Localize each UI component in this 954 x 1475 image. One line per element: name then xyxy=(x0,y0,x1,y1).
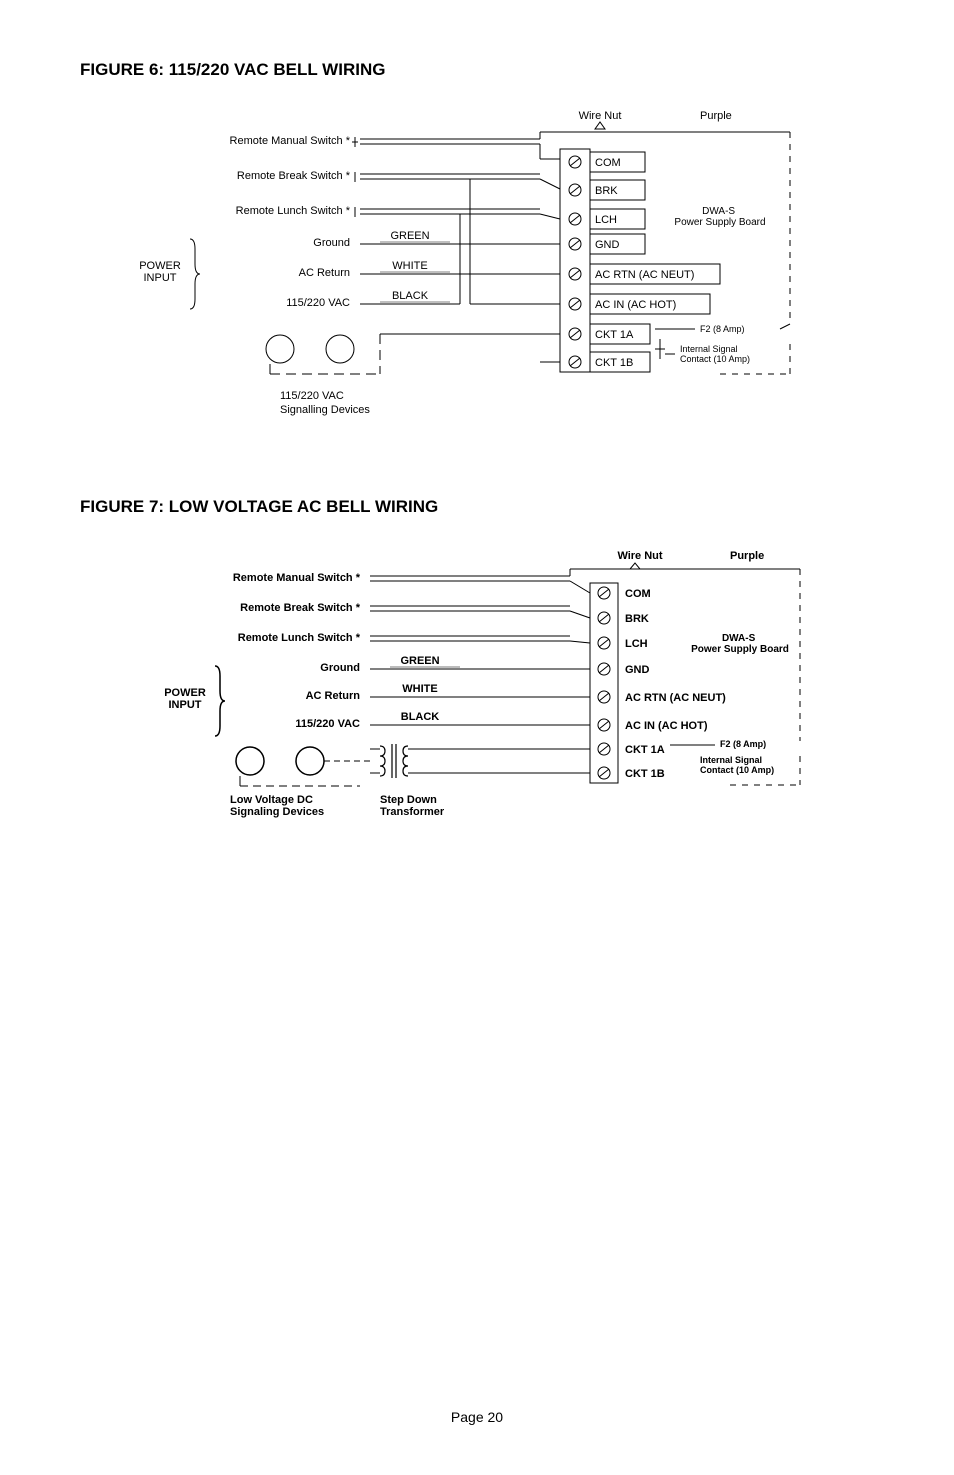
term-brk: BRK xyxy=(625,613,649,625)
term-acrtn: AC RTN (AC NEUT) xyxy=(595,269,694,281)
page-number: Page 20 xyxy=(0,1409,954,1425)
green: GREEN xyxy=(400,655,439,667)
remote-break: Remote Break Switch * xyxy=(237,170,351,182)
term-ckt1a: CKT 1A xyxy=(625,744,665,756)
power-input: POWERINPUT xyxy=(139,260,181,284)
wire-nut-label: Wire Nut xyxy=(617,550,662,562)
term-ckt1b: CKT 1B xyxy=(625,768,665,780)
term-lch: LCH xyxy=(625,638,648,650)
ground: Ground xyxy=(313,237,350,249)
ground: Ground xyxy=(320,662,360,674)
term-acin: AC IN (AC HOT) xyxy=(625,720,708,732)
board-label: DWA-S Power Supply Board xyxy=(674,206,765,228)
sig-devices: 115/220 VAC Signalling Devices xyxy=(280,390,370,416)
remote-lunch: Remote Lunch Switch * xyxy=(238,632,361,644)
term-com: COM xyxy=(625,588,651,600)
term-brk: BRK xyxy=(595,185,618,197)
remote-lunch: Remote Lunch Switch * xyxy=(236,205,351,217)
term-acrtn: AC RTN (AC NEUT) xyxy=(625,692,726,704)
wire-nut-label: Wire Nut xyxy=(579,110,622,122)
black: BLACK xyxy=(392,290,429,302)
vac-line: 115/220 VAC xyxy=(286,297,350,309)
term-ckt1b: CKT 1B xyxy=(595,357,633,369)
green: GREEN xyxy=(390,230,429,242)
internal-label: Internal Signal Contact (10 Amp) xyxy=(680,344,750,364)
figure6-title: FIGURE 6: 115/220 VAC BELL WIRING xyxy=(80,60,874,80)
term-acin: AC IN (AC HOT) xyxy=(595,299,676,311)
remote-manual: Remote Manual Switch * xyxy=(233,572,361,584)
f2-label: F2 (8 Amp) xyxy=(700,324,745,334)
term-gnd: GND xyxy=(625,664,650,676)
white: WHITE xyxy=(392,260,427,272)
step-down: Step Down Transformer xyxy=(380,794,445,818)
sig-devices: Low Voltage DC Signaling Devices xyxy=(230,794,324,818)
white: WHITE xyxy=(402,683,437,695)
remote-break: Remote Break Switch * xyxy=(240,602,361,614)
term-ckt1a: CKT 1A xyxy=(595,329,634,341)
ac-return: AC Return xyxy=(299,267,350,279)
ac-return: AC Return xyxy=(306,690,361,702)
figure7-title: FIGURE 7: LOW VOLTAGE AC BELL WIRING xyxy=(80,497,874,517)
term-gnd: GND xyxy=(595,239,620,251)
purple-label: Purple xyxy=(700,110,732,122)
term-com: COM xyxy=(595,157,621,169)
term-lch: LCH xyxy=(595,214,617,226)
f2-label: F2 (8 Amp) xyxy=(720,739,766,749)
black: BLACK xyxy=(401,711,440,723)
remote-manual: Remote Manual Switch * xyxy=(230,135,351,147)
vac-line: 115/220 VAC xyxy=(295,718,360,730)
internal-label: Internal Signal Contact (10 Amp) xyxy=(700,755,774,775)
purple-label: Purple xyxy=(730,550,764,562)
power-input: POWERINPUT xyxy=(164,687,206,711)
figure6-diagram: Wire Nut Purple Remote Manual Switch * R… xyxy=(100,104,874,437)
figure7-diagram: Wire Nut Purple Remote Manual Switch * R… xyxy=(100,541,874,834)
